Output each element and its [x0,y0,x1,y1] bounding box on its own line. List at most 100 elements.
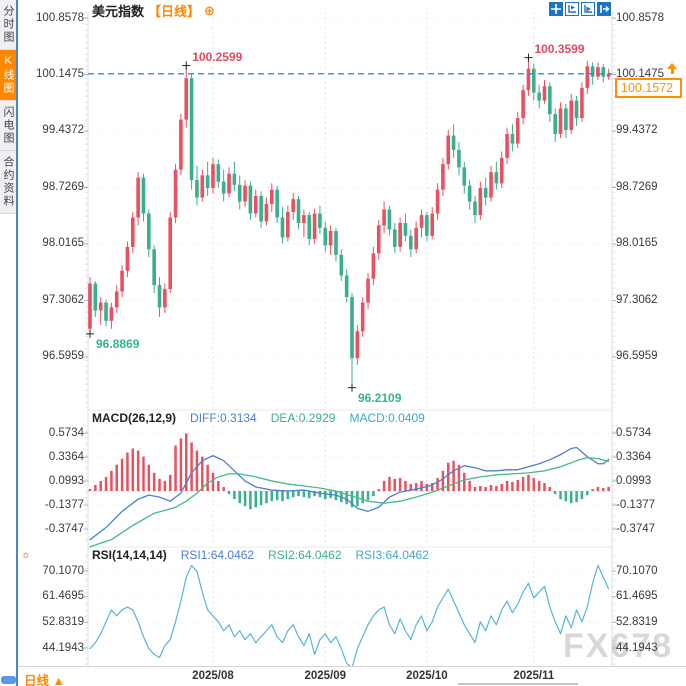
add-circle-icon[interactable]: ⊕ [204,2,215,18]
macd-hist-bar [446,462,450,492]
sidebar-scrollbar[interactable] [1,676,16,684]
candle-body [585,66,590,88]
bottom-bar: 日线 ▲ [18,666,686,686]
candle-body [307,215,312,239]
watermark: FX678 [563,627,674,665]
price-annotation: 100.3599 [534,41,585,56]
macd-hist-bar [372,491,375,497]
annotation-cross-marker [182,61,191,70]
candle-body [398,223,402,247]
macd-hist-bar [179,438,183,492]
sidebar-tab-time-chart[interactable]: 分时图 [0,0,16,50]
candle-body [382,209,386,226]
candle-body [387,209,392,230]
macd-axis-label-left: 0.0993 [48,474,84,487]
candle-body [104,302,108,321]
candle-body [200,175,205,198]
macd-hist-bar [586,491,589,496]
price-annotation: 96.8869 [96,336,140,351]
candle-body [120,270,124,292]
price-axis-label-left: 98.7269 [42,180,84,193]
macd-hist-bar [430,482,434,492]
macd-hist-bar [537,480,541,492]
candle-body [93,283,98,311]
macd-hist-bar [607,486,610,492]
candle-body [355,331,360,359]
price-axis-label-left: 100.8578 [36,11,84,24]
candle-body [601,67,606,77]
candle-body [510,133,515,144]
candle-body [596,67,600,77]
rsi-settings-icon[interactable]: ☼ [21,549,32,561]
candle-body [371,253,376,279]
candle-body [227,173,231,194]
macd-hist-bar [356,491,359,507]
price-axis-label-right: 98.7269 [616,180,658,193]
rsi-axis-label-left: 61.4695 [42,590,84,603]
macd-hist-bar [313,491,316,497]
period-selector[interactable]: 日线 ▲ [24,674,65,686]
macd-axis-label-left: -0.3747 [44,522,84,535]
price-axis-label-right: 100.8578 [616,11,664,24]
candle-body [344,275,349,298]
date-axis-label: 2025/08 [192,670,234,682]
sidebar-tab-kline-chart[interactable]: K线图 [0,50,16,101]
candle-body [569,100,574,130]
sidebar-tab-lightning-chart[interactable]: 闪电图 [0,101,16,151]
macd-hist-bar [259,491,263,506]
candle-body [574,100,579,119]
collapse-right-icon[interactable] [597,2,611,16]
rsi-axis-label-right: 44.1943 [616,641,658,654]
candle-body [216,164,221,182]
macd-hist-bar [201,456,204,492]
macd-hist-bar [249,491,252,510]
macd-hist-bar [602,488,605,492]
crosshair-move-icon[interactable] [549,2,563,16]
macd-hist-bar [265,491,268,504]
date-axis-label: 2025/10 [406,670,448,682]
candle-body [205,175,210,189]
candle-body [286,211,290,238]
sidebar-tab-contract-info[interactable]: 合约资料 [0,151,16,214]
candle-body [98,302,103,311]
candle-body [435,189,440,214]
macd-hist-bar [580,491,584,500]
candle-body [312,213,317,239]
candle-body [542,86,547,101]
candle-body [253,195,258,214]
candle-body [489,172,493,198]
macd-hist-bar [484,487,487,492]
rsi-axis-label-right: 52.8319 [616,615,658,628]
date-axis-label: 2025/11 [513,670,555,682]
macd-hist-bar [243,491,247,507]
macd-hist-bar [120,458,124,492]
macd-axis-label-right: 0.3364 [616,450,652,463]
macd-hist-bar [532,477,536,492]
measure-frame-icon[interactable] [565,2,579,16]
chart-toolbar [549,2,611,16]
candle-body [414,227,418,250]
macd-hist-bar [115,464,118,492]
macd-hist-bar [206,464,209,492]
rsi2-value: RSI2:64.0462 [268,548,342,562]
macd-hist-bar [168,474,172,492]
macd-hist-bar [393,478,397,492]
chart-header: 美元指数 【日线】 ⊕ [92,1,215,20]
candle-body [564,108,568,130]
candle-body [462,167,467,186]
macd-axis-label-left: 0.5734 [48,426,84,439]
macd-hist-bar [495,486,498,492]
macd-hist-bar [398,477,402,492]
macd-name: MACD(26,12,9) [92,411,177,425]
macd-hist-bar [297,491,300,497]
horizontal-scrollbar[interactable] [458,683,578,685]
price-axis-label-left: 97.3062 [42,293,84,306]
candle-body [179,119,183,170]
candle-body [88,283,92,329]
candle-body [323,227,328,246]
macd-hist-bar [126,452,129,492]
macd-hist-bar [473,487,477,492]
candle-body [328,230,333,246]
zoom-frame-icon[interactable] [581,2,595,16]
